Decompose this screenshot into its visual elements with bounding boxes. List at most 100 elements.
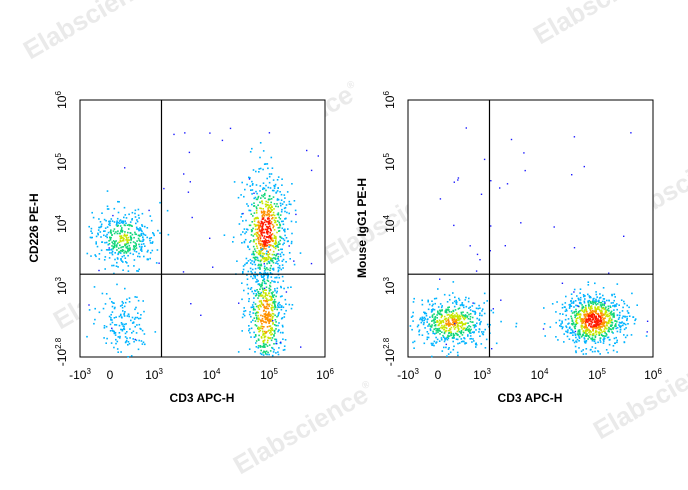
event-dot xyxy=(119,239,122,241)
event-dot xyxy=(250,234,253,236)
event-dot xyxy=(486,300,488,302)
event-dot xyxy=(166,209,169,212)
event-dot xyxy=(98,218,100,220)
event-dot xyxy=(116,348,119,350)
event-dot xyxy=(255,316,258,319)
event-dot xyxy=(260,325,262,328)
event-dot xyxy=(268,206,271,208)
event-dot xyxy=(440,316,443,319)
event-dot xyxy=(290,286,292,288)
event-dot xyxy=(607,307,610,310)
event-dot xyxy=(88,225,90,228)
event-dot xyxy=(290,307,293,310)
event-dot xyxy=(614,296,616,298)
event-dot xyxy=(431,315,434,318)
event-dot xyxy=(259,234,261,237)
event-dot xyxy=(271,316,274,318)
event-dot xyxy=(246,283,249,286)
event-dot xyxy=(602,324,604,326)
event-dot xyxy=(137,255,139,258)
event-dot xyxy=(605,334,608,336)
event-dot xyxy=(469,325,472,328)
event-dot xyxy=(111,311,114,313)
event-dot xyxy=(578,340,580,342)
event-dot xyxy=(135,306,137,309)
event-dot xyxy=(280,285,282,288)
event-dot xyxy=(277,263,279,265)
event-dot xyxy=(448,310,451,313)
y-tick-label: 105 xyxy=(382,153,397,171)
event-dot xyxy=(89,236,92,239)
event-dot xyxy=(276,290,278,293)
event-dot xyxy=(256,198,259,201)
event-dot xyxy=(97,233,99,236)
event-dot xyxy=(268,353,270,356)
event-dot xyxy=(587,338,589,340)
event-dot xyxy=(259,319,262,321)
event-dot xyxy=(274,288,276,290)
event-dot xyxy=(599,339,601,341)
event-dot xyxy=(433,320,435,322)
event-dot xyxy=(254,351,256,353)
event-dot xyxy=(260,250,262,253)
event-dot xyxy=(575,310,577,313)
event-dot xyxy=(98,258,101,260)
event-dot xyxy=(573,306,575,308)
event-dot xyxy=(261,227,263,229)
event-dot xyxy=(310,169,313,172)
event-dot xyxy=(461,316,464,318)
event-dot xyxy=(611,313,614,315)
event-dot xyxy=(276,179,279,181)
event-dot xyxy=(263,267,266,269)
event-dot xyxy=(481,308,484,310)
event-dot xyxy=(119,225,122,227)
event-dot xyxy=(453,334,456,336)
event-dot xyxy=(246,274,248,276)
event-dot xyxy=(246,203,248,205)
event-dot xyxy=(466,316,468,318)
x-tick-label: 103 xyxy=(145,367,163,382)
event-dot xyxy=(265,232,268,234)
event-dot xyxy=(441,324,443,327)
event-dot xyxy=(437,329,440,332)
event-dot xyxy=(613,314,615,316)
event-dot xyxy=(427,300,429,303)
event-dot xyxy=(113,246,116,249)
event-dot xyxy=(612,332,614,334)
event-dot xyxy=(124,220,126,222)
event-dot xyxy=(283,229,285,231)
event-dot xyxy=(263,257,266,260)
event-dot xyxy=(277,313,280,315)
event-dot xyxy=(574,323,576,326)
event-dot xyxy=(432,332,435,334)
event-dot xyxy=(141,246,143,248)
event-dot xyxy=(561,322,563,324)
event-dot xyxy=(602,294,604,297)
event-dot xyxy=(116,222,118,224)
event-dot xyxy=(242,265,245,267)
event-dot xyxy=(603,300,606,303)
event-dot xyxy=(250,306,253,309)
event-dot xyxy=(97,232,99,235)
event-dot xyxy=(463,318,466,321)
event-dot xyxy=(633,322,636,325)
event-dot xyxy=(117,351,119,353)
event-dot xyxy=(266,214,268,217)
event-dot xyxy=(262,344,265,347)
event-dot xyxy=(252,301,255,304)
event-dot xyxy=(273,334,275,336)
event-dot xyxy=(595,303,597,306)
event-dot xyxy=(141,224,143,226)
event-dot xyxy=(454,326,457,329)
event-dot xyxy=(452,324,454,326)
event-dot xyxy=(613,305,616,308)
event-dot xyxy=(429,329,432,332)
event-dot xyxy=(424,312,426,315)
event-dot xyxy=(267,275,269,278)
event-dot xyxy=(429,316,431,318)
event-dot xyxy=(268,220,270,223)
event-dot xyxy=(443,324,446,327)
event-dot xyxy=(241,181,243,184)
event-dot xyxy=(122,325,124,327)
